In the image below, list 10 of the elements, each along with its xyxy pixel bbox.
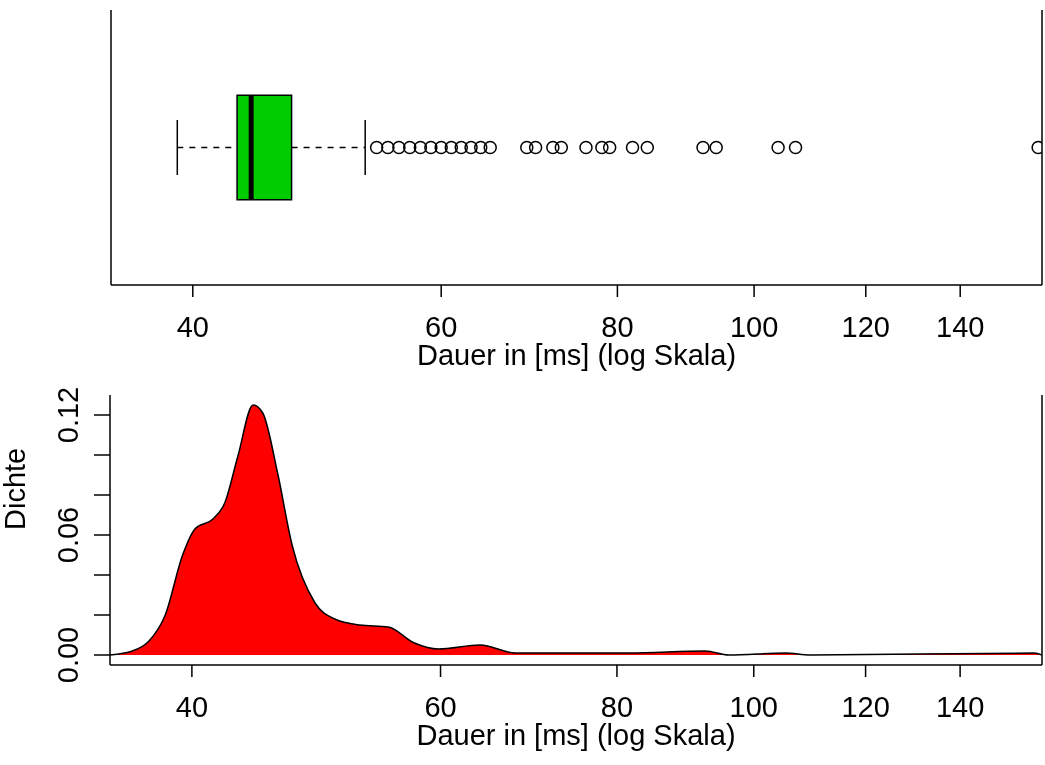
y-tick-label: 0.00: [52, 626, 84, 684]
x-tick-label: 140: [936, 311, 985, 343]
y-axis-title: Dichte: [0, 447, 32, 530]
y-tick-label: 0.12: [52, 386, 84, 444]
x-tick-label: 40: [175, 691, 209, 723]
x-tick-label: 120: [841, 311, 890, 343]
x-tick-label: 40: [176, 311, 209, 343]
x-tick-label: 120: [841, 691, 890, 723]
y-tick-label: 0.06: [52, 506, 84, 564]
x-tick-label: 140: [935, 691, 985, 723]
